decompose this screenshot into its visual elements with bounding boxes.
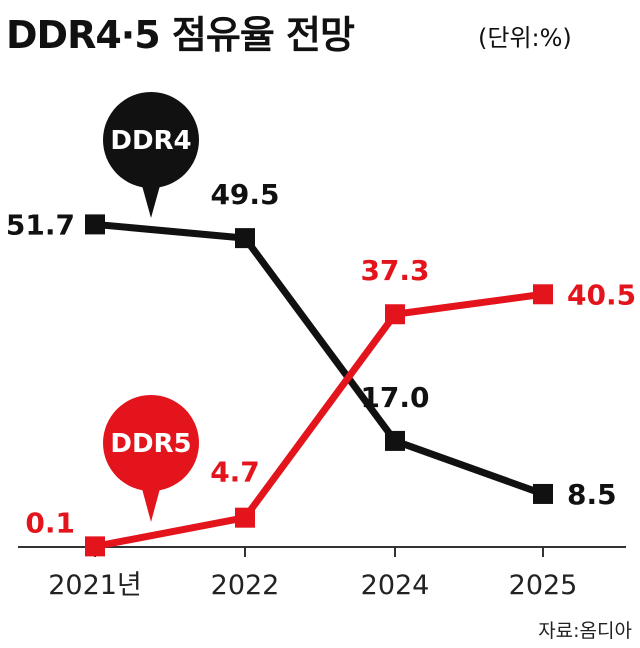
ddr4-point — [235, 228, 255, 249]
ddr4-legend-label: DDR4 — [110, 126, 191, 156]
ddr5-data-label: 37.3 — [360, 254, 429, 287]
ddr5-point — [385, 304, 405, 325]
ddr4-data-label: 8.5 — [567, 478, 617, 511]
ddr5-legend-label: DDR5 — [110, 429, 191, 459]
ddr5-line — [94, 290, 544, 550]
x-tick-label: 2025 — [509, 570, 578, 601]
unit-label: (단위:%) — [478, 24, 572, 52]
ddr4-legend-pointer — [141, 182, 161, 218]
ddr5-point — [533, 284, 553, 305]
ddr5-legend-pointer — [141, 485, 161, 522]
ddr5-point — [85, 536, 105, 557]
ddr4-legend-bubble — [103, 92, 199, 188]
x-tick-label: 2024 — [361, 570, 430, 601]
ddr5-legend-bubble — [103, 395, 199, 491]
ddr4-line — [94, 220, 545, 498]
source-note: 자료:옴디아 — [538, 620, 632, 642]
x-tick-label: 2021년 — [48, 570, 142, 601]
ddr4-data-label: 49.5 — [210, 178, 279, 211]
ddr5-point — [235, 507, 255, 528]
ddr4-point — [385, 430, 405, 451]
ddr4-data-label: 17.0 — [360, 381, 429, 414]
ddr5-data-label: 0.1 — [25, 506, 75, 539]
x-tick-label: 2022 — [211, 570, 280, 601]
ddr5-data-label: 40.5 — [567, 278, 636, 311]
ddr4-point — [85, 214, 105, 235]
ddr4-point — [533, 483, 553, 504]
chart-title: DDR4·5 점유율 전망 — [6, 13, 355, 57]
ddr5-data-label: 4.7 — [210, 456, 260, 489]
ddr4-data-label: 51.7 — [6, 208, 75, 241]
